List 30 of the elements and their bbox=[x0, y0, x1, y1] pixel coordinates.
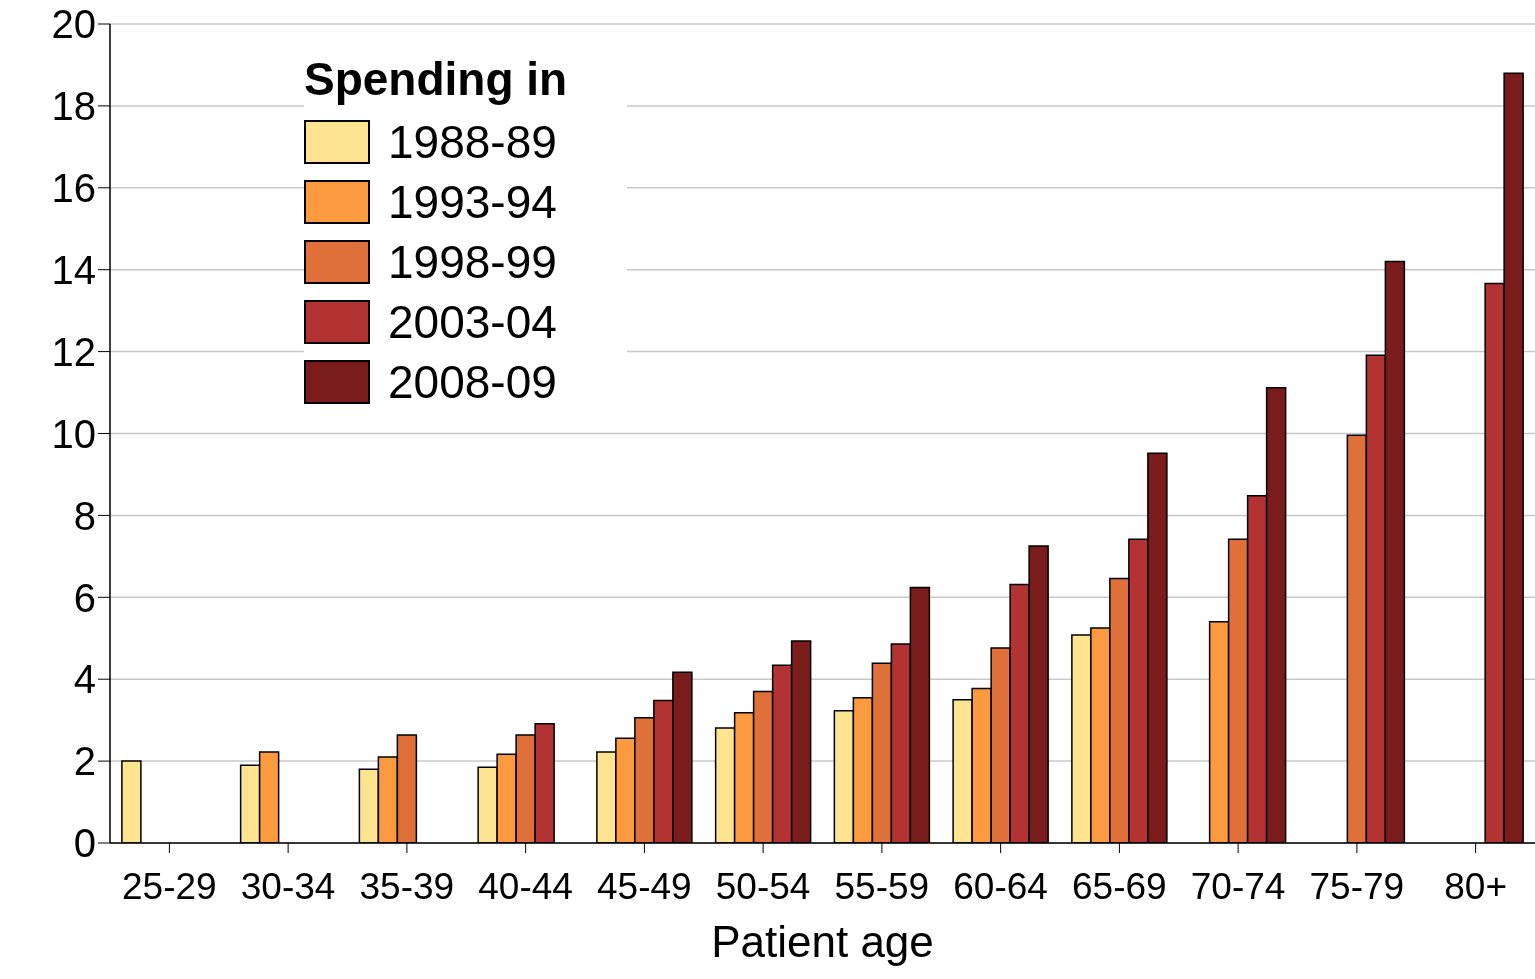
legend-label: 1993-94 bbox=[388, 175, 557, 229]
legend-label: 2008-09 bbox=[388, 355, 557, 409]
y-tick-label: 4 bbox=[73, 657, 96, 702]
x-tick-label: 80+ bbox=[1444, 866, 1508, 908]
x-tick-label: 65-69 bbox=[1072, 866, 1167, 908]
y-tick-label: 14 bbox=[51, 247, 96, 292]
x-tick-label: 30-34 bbox=[240, 866, 336, 908]
x-tick-label: 75-79 bbox=[1309, 866, 1405, 908]
y-tick-label: 0 bbox=[73, 821, 96, 866]
x-tick-label: 55-59 bbox=[834, 866, 930, 908]
y-tick-label: 20 bbox=[51, 2, 96, 47]
x-tick-label: 70-74 bbox=[1190, 866, 1286, 908]
y-tick-label: 6 bbox=[73, 575, 96, 620]
x-tick-label: 50-54 bbox=[715, 866, 811, 908]
y-tick-label: 16 bbox=[51, 166, 96, 210]
x-tick-label: 25-29 bbox=[122, 866, 217, 908]
y-tick-label: 8 bbox=[73, 493, 96, 538]
legend-label: 1988-89 bbox=[388, 115, 557, 169]
x-axis-title: Patient age bbox=[711, 917, 934, 966]
x-tick-label: 45-49 bbox=[597, 866, 692, 908]
y-tick-label: 10 bbox=[51, 411, 96, 456]
x-tick-label: 40-44 bbox=[478, 866, 573, 908]
y-tick-label: 18 bbox=[51, 84, 96, 129]
legend-title: Spending in bbox=[304, 52, 568, 106]
legend-label: 2003-04 bbox=[388, 295, 557, 349]
y-tick-label: 2 bbox=[73, 739, 96, 784]
legend-label: 1998-99 bbox=[388, 235, 557, 289]
y-tick-label: 12 bbox=[51, 329, 96, 374]
x-tick-label: 35-39 bbox=[359, 866, 455, 908]
x-tick-label: 60-64 bbox=[953, 866, 1048, 908]
